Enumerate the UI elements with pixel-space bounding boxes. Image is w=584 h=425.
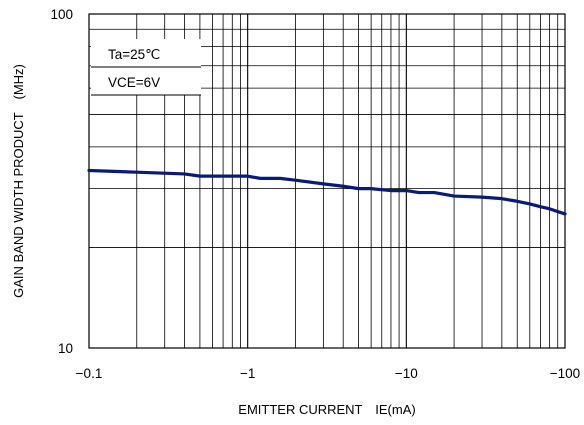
series-line <box>87 168 567 216</box>
annotation-temperature: Ta=25℃ <box>108 47 160 62</box>
annotation-vce: VCE=6V <box>108 75 160 90</box>
series-layer <box>87 168 567 216</box>
x-axis-label: EMITTER CURRENT IE(mA) <box>238 402 415 417</box>
x-tick-label: −1 <box>240 366 255 381</box>
y-axis-label: GAIN BAND WIDTH PRODUCT (MHz) <box>11 64 26 298</box>
x-tick-label: −100 <box>550 366 580 381</box>
y-tick-label: 100 <box>50 7 73 22</box>
y-tick-label: 10 <box>58 341 73 356</box>
plot-frame <box>88 13 566 349</box>
condition-legend: Ta=25℃ VCE=6V <box>91 39 201 96</box>
grid-lines <box>89 14 565 348</box>
x-tick-label: −10 <box>395 366 418 381</box>
tick-labels: −0.1 −1 −10 −100 10 100 <box>50 7 580 381</box>
x-tick-label: −0.1 <box>76 366 103 381</box>
